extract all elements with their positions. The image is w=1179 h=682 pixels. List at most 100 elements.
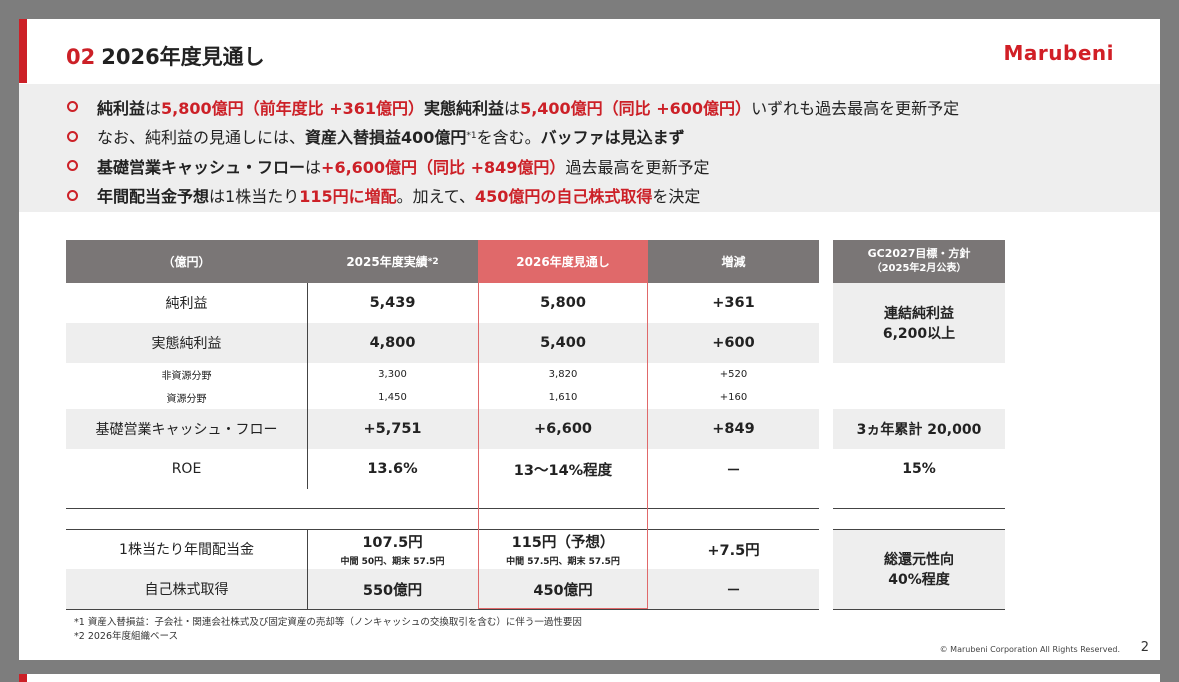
bullet-text: 純利益 <box>97 98 146 118</box>
bullet-text: 。加えて、 <box>396 187 476 207</box>
row-divider <box>66 508 819 509</box>
column-divider <box>307 283 308 489</box>
actual-value: 107.5円中間 50円、期末 57.5円 <box>307 529 478 569</box>
change-value: +7.5円 <box>707 542 760 559</box>
row-label: 実態純利益 <box>151 336 222 352</box>
bullet-text: 年間配当金予想 <box>97 187 210 207</box>
actual-value: 550億円 <box>362 582 423 599</box>
actual-value: 5,439 <box>369 295 416 311</box>
gc2027-payout: 総還元性向 40%程度 <box>833 529 1005 609</box>
row-label: 純利益 <box>165 296 208 312</box>
title-text: 2026年度見通し <box>101 45 265 69</box>
bullet-text: は <box>504 98 521 118</box>
actual-value: 3,300 <box>378 369 407 380</box>
row-label: 資源分野 <box>166 394 207 405</box>
bullet-text: 実態純利益 <box>424 98 505 118</box>
change-value: +849 <box>712 421 755 437</box>
table-row: 自己株式取得 550億円 450億円 － <box>66 569 819 609</box>
row-divider <box>833 529 1005 530</box>
bullet-text: 115円に増配 <box>299 187 397 207</box>
table-row: ROE 13.6% 13〜14%程度 － <box>66 449 819 489</box>
header-unit: （億円） <box>66 240 307 283</box>
change-value: +520 <box>719 369 748 380</box>
change-value: +160 <box>719 392 748 403</box>
actual-value: 1,450 <box>378 392 407 403</box>
row-label: 非資源分野 <box>161 371 212 382</box>
bullet-circle-icon <box>67 160 78 172</box>
gc2027-header-date: （2025年2月公表） <box>871 263 967 275</box>
page-number: 2 <box>1140 640 1149 655</box>
change-value: － <box>726 582 741 599</box>
change-value: +600 <box>712 335 755 351</box>
table-row: 1株当たり年間配当金 107.5円中間 50円、期末 57.5円 115円（予想… <box>66 529 819 569</box>
bullet-text: 資産入替損益400億円 <box>305 128 467 148</box>
bullet-text: 5,400億円（同比 +600億円） <box>520 98 752 118</box>
header-change: 増減 <box>648 240 819 283</box>
bullet-text: 基礎営業キャッシュ・フロー <box>97 157 306 177</box>
forecast-highlight-box <box>478 283 648 609</box>
dividend-forecast-breakdown: 中間 57.5円、期末 57.5円 <box>506 557 620 567</box>
forecast-value: 450億円 <box>533 582 593 599</box>
marubeni-logo: Marubeni <box>1003 41 1114 65</box>
row-label: 1株当たり年間配当金 <box>119 542 254 558</box>
forecast-value: +6,600 <box>533 421 592 437</box>
forecast-value: 13〜14%程度 <box>513 462 613 479</box>
bullet-text: 450億円の自己株式取得 <box>475 187 653 207</box>
dividend-forecast: 115円（予想） <box>511 535 615 551</box>
copyright: © Marubeni Corporation All Rights Reserv… <box>939 645 1120 654</box>
slide: 02 2026年度見通し Marubeni 純利益は 5,800億円（前年度比 +… <box>19 19 1160 660</box>
forecast-value: 5,400 <box>540 335 586 351</box>
forecast-value: 5,800 <box>540 295 586 311</box>
table-row: 純利益 5,439 5,800 +361 <box>66 283 819 323</box>
gc2027-roe: 15% <box>902 461 936 477</box>
bullet-text: は <box>305 157 322 177</box>
bullet-net-income: 純利益は 5,800億円（前年度比 +361億円） 実態純利益は 5,400億円… <box>67 92 1160 122</box>
row-label: 基礎営業キャッシュ・フロー <box>95 422 278 438</box>
bullet-text: を決定 <box>652 187 701 207</box>
footnotes: *1 資産入替損益：子会社・関連会社株式及び固定資産の売却等（ノンキャッシュの交… <box>74 616 582 644</box>
footnote-2: *2 2026年度組織ベース <box>74 631 179 642</box>
bullet-circle-icon <box>67 130 78 142</box>
bullet-text: は <box>145 98 162 118</box>
gc2027-payout-label: 総還元性向 <box>884 552 954 568</box>
table-row: 基礎営業キャッシュ・フロー +5,751 +6,600 +849 <box>66 409 819 449</box>
bullet-text: いずれも過去最高を更新予定 <box>751 98 960 118</box>
header-forecast: 2026年度見通し <box>478 240 648 283</box>
row-divider <box>66 529 819 530</box>
bullet-text: バッファは見込まず <box>540 128 685 148</box>
forecast-value: 1,610 <box>548 392 578 403</box>
bullet-asset-gain: なお、純利益の見通しには、 資産入替損益400億円 *1 を含む。 バッファは見込まず <box>67 122 1160 152</box>
footnote-1: *1 資産入替損益：子会社・関連会社株式及び固定資産の売却等（ノンキャッシュの交… <box>74 617 582 628</box>
table-row: 実態純利益 4,800 5,400 +600 <box>66 323 819 363</box>
dividend-actual: 107.5円 <box>362 535 423 551</box>
column-divider <box>307 529 308 609</box>
bullet-text: +6,600億円（同比 +849億円） <box>321 157 566 177</box>
change-value: +361 <box>712 295 755 311</box>
actual-value: 4,800 <box>369 335 416 351</box>
page-title: 02 2026年度見通し <box>66 41 265 71</box>
bullet-text: を含む。 <box>476 128 541 148</box>
header-actual-label: 2025年度実績 <box>346 255 428 269</box>
table-row: 資源分野 1,450 1,610 +160 <box>66 386 819 409</box>
next-slide-edge <box>19 674 1160 682</box>
gc2027-net-income-label: 連結純利益 <box>884 306 954 322</box>
gc2027-header-title: GC2027目標・方針 <box>867 247 971 261</box>
bullet-core-cf: 基礎営業キャッシュ・フローは +6,600億円（同比 +849億円） 過去最高を… <box>67 151 1160 181</box>
dividend-actual-breakdown: 中間 50円、期末 57.5円 <box>340 557 445 567</box>
actual-value: 13.6% <box>367 461 418 477</box>
gc2027-net-income: 連結純利益 6,200以上 <box>833 283 1005 363</box>
gc2027-net-income-value: 6,200以上 <box>882 326 956 342</box>
gc2027-header: GC2027目標・方針 （2025年2月公表） <box>833 240 1005 283</box>
title-accent-bar <box>19 19 27 83</box>
next-slide-accent <box>19 674 27 682</box>
bullet-text: は1株当たり <box>209 187 300 207</box>
header-actual: 2025年度実績 *2 <box>307 240 478 283</box>
row-divider <box>66 609 819 610</box>
row-divider <box>833 508 1005 509</box>
row-label: ROE <box>171 461 202 477</box>
title-number: 02 <box>66 45 96 69</box>
bullet-text: 過去最高を更新予定 <box>565 157 710 177</box>
actual-value: +5,751 <box>363 421 422 437</box>
bullet-circle-icon <box>67 189 78 201</box>
row-label: 自己株式取得 <box>144 582 229 598</box>
